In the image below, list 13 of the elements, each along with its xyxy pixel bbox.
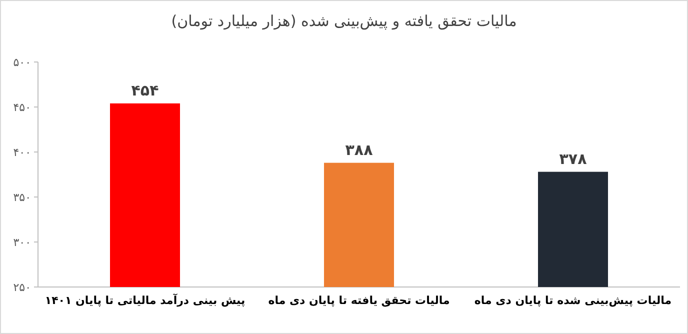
y-tick-label: ۳۵۰: [13, 191, 31, 204]
y-tick-label: ۵۰۰: [13, 56, 31, 69]
data-label: ۳۸۸: [345, 140, 373, 159]
y-tick-label: ۲۵۰: [13, 281, 31, 294]
data-label: ۳۷۸: [559, 150, 587, 168]
y-tick-label: ۳۰۰: [13, 236, 31, 249]
y-tick-label: ۴۵۰: [13, 101, 31, 114]
chart-title: مالیات تحقق یافته و پیش‌بینی شده (هزار میلیارد تومان): [171, 12, 517, 30]
x-tick-label: پیش بینی درآمد مالیاتی تا پایان ۱۴۰۱: [44, 293, 246, 307]
x-tick-label: مالیات پیش‌بینی شده تا پایان دی ماه: [474, 294, 672, 307]
data-label: ۴۵۴: [131, 81, 159, 100]
x-tick-label: مالیات تحقق یافته تا پایان دی ماه: [268, 294, 450, 307]
y-tick-label: ۴۰۰: [13, 146, 31, 159]
